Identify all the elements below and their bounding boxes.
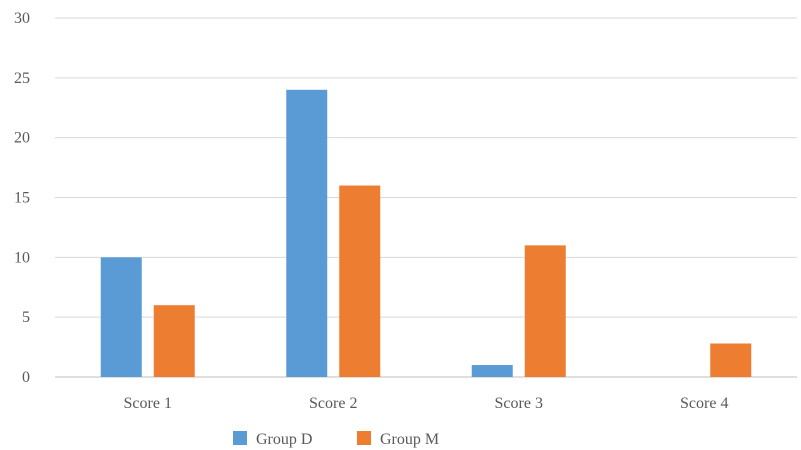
y-tick-label: 5 [22, 309, 30, 326]
bar-group-d-score-3 [471, 365, 513, 377]
x-tick-label: Score 3 [495, 395, 543, 412]
bar-group-m-score-4 [710, 343, 752, 377]
y-tick-label: 10 [14, 249, 30, 266]
y-tick-label: 20 [14, 130, 30, 147]
bar-group-m-score-2 [339, 185, 381, 377]
x-tick-label: Score 4 [680, 395, 728, 412]
y-tick-label: 15 [14, 190, 30, 207]
bar-group-m-score-1 [153, 305, 195, 377]
legend-label: Group M [380, 431, 439, 448]
bars [100, 89, 752, 378]
y-tick-label: 30 [14, 10, 30, 27]
x-axis-tick-labels: Score 1 Score 2 Score 3 Score 4 [124, 395, 729, 412]
y-tick-label: 25 [14, 70, 30, 87]
x-tick-label: Score 1 [124, 395, 172, 412]
x-tick-label: Score 2 [309, 395, 357, 412]
bar-group-m-score-3 [524, 245, 566, 377]
legend-swatch-group-m [357, 431, 371, 445]
legend: Group D Group M [233, 431, 439, 448]
legend-swatch-group-d [233, 431, 247, 445]
y-axis-tick-labels: 0 5 10 15 20 25 30 [14, 10, 30, 386]
bar-group-d-score-2 [286, 89, 328, 378]
y-tick-label: 0 [22, 369, 30, 386]
bar-group-d-score-1 [100, 257, 142, 377]
legend-label: Group D [256, 431, 312, 448]
